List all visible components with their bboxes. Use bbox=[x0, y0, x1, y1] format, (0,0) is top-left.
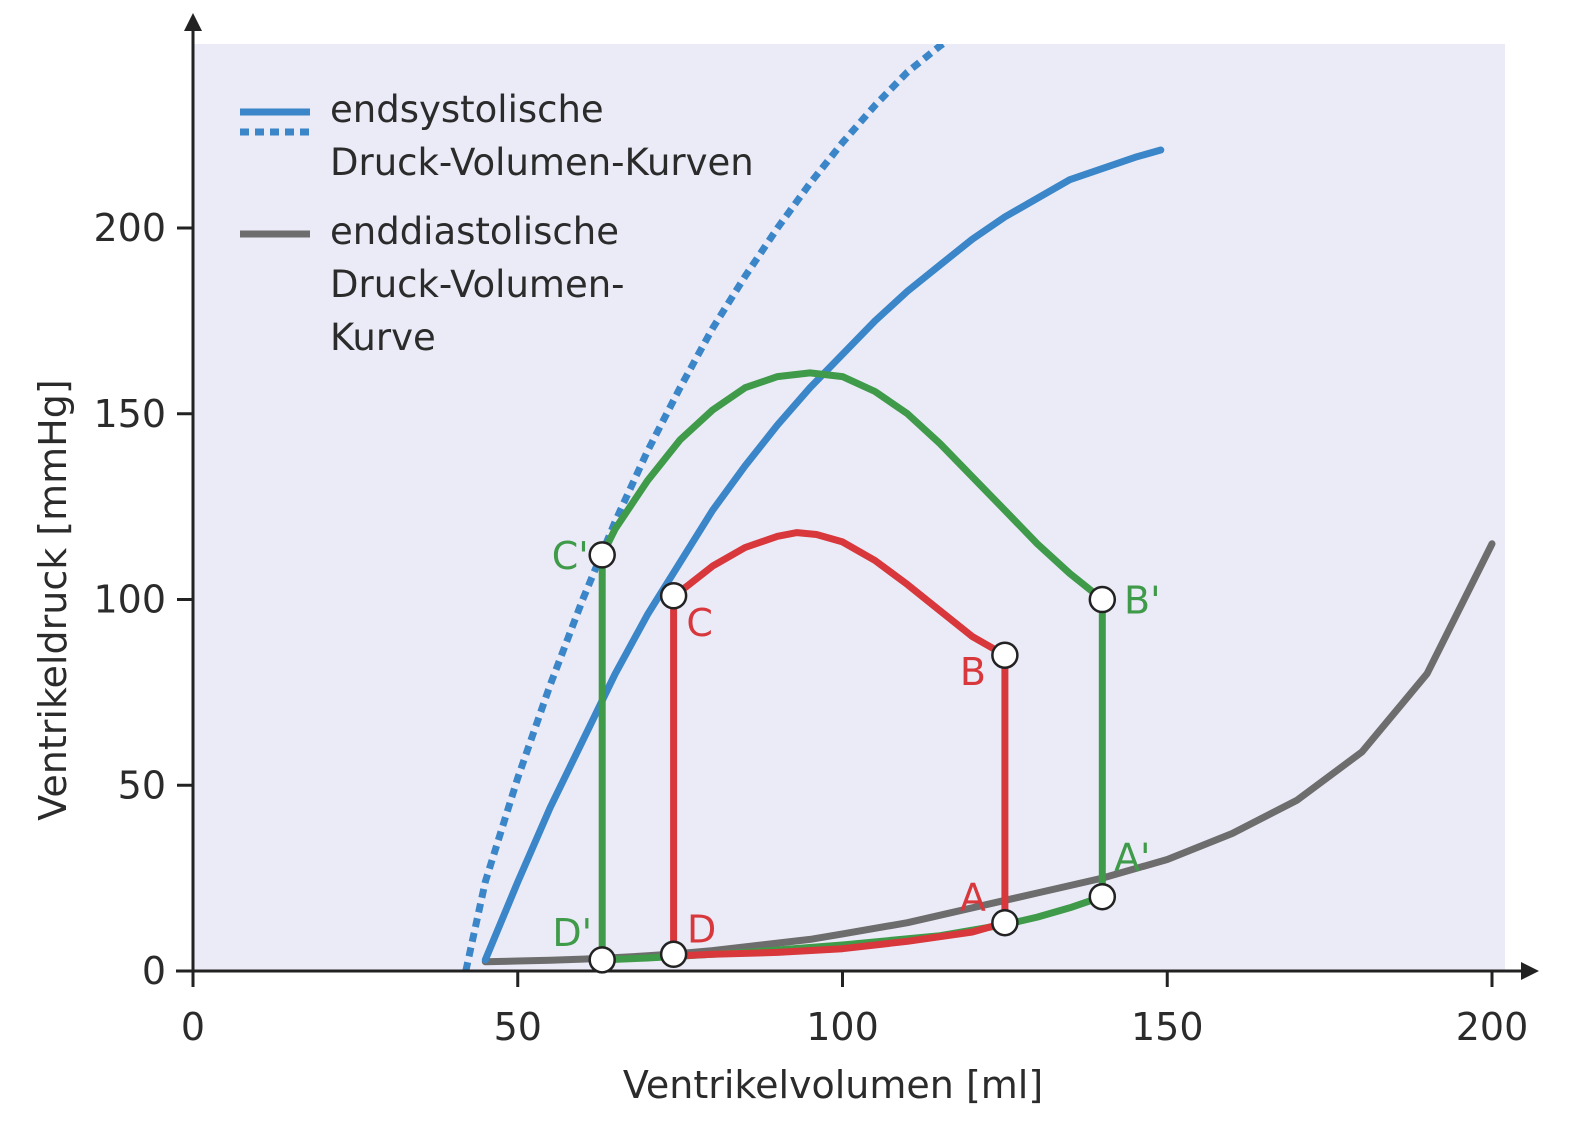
point-label: D bbox=[687, 907, 716, 951]
point-label: B bbox=[960, 650, 986, 694]
point-label: A' bbox=[1114, 836, 1150, 880]
point-marker bbox=[588, 946, 616, 974]
plot-background bbox=[193, 44, 1505, 971]
legend: endsystolische Druck-Volumen-Kurven enddia… bbox=[240, 88, 754, 359]
point-marker bbox=[991, 641, 1019, 669]
ticks-layer: 0 50 100 150 200 0 50 100 150 200 bbox=[93, 206, 1528, 1049]
points-layer: A B C D A' B' C' D' bbox=[552, 534, 1161, 974]
y-tick-label: 200 bbox=[93, 206, 166, 250]
y-tick-label: 150 bbox=[93, 392, 166, 436]
y-tick-label: 50 bbox=[118, 763, 166, 807]
point-label: D' bbox=[552, 911, 592, 955]
point-marker bbox=[659, 582, 688, 610]
point-label: B' bbox=[1124, 579, 1161, 623]
y-tick-label: 0 bbox=[142, 949, 166, 993]
legend-entry-text: endsystolische bbox=[330, 88, 604, 131]
x-tick-label: 50 bbox=[494, 1005, 542, 1049]
legend-entry-text: Kurve bbox=[330, 316, 436, 359]
point-marker bbox=[1088, 882, 1117, 911]
y-axis-label: Ventrikeldruck [mmHg] bbox=[31, 379, 75, 820]
legend-entry-text: Druck-Volumen-Kurven bbox=[330, 141, 754, 184]
point-label: A bbox=[960, 876, 986, 920]
x-tick-label: 100 bbox=[806, 1005, 879, 1049]
curve-loop-red bbox=[670, 529, 1009, 960]
curve-esp-dotted bbox=[462, 44, 950, 971]
point-marker bbox=[991, 908, 1019, 937]
x-axis-label: Ventrikelvolumen [ml] bbox=[623, 1063, 1043, 1107]
y-tick-label: 100 bbox=[93, 578, 166, 622]
x-tick-label: 0 bbox=[181, 1005, 205, 1049]
point-marker bbox=[588, 541, 616, 569]
x-tick-label: 200 bbox=[1456, 1005, 1529, 1049]
point-label: C' bbox=[552, 534, 589, 578]
legend-entry-text: enddiastolische bbox=[330, 210, 619, 253]
legend-entry-text: Druck-Volumen- bbox=[330, 263, 625, 306]
x-tick-label: 150 bbox=[1131, 1005, 1204, 1049]
point-marker bbox=[1088, 585, 1117, 614]
point-label: C bbox=[686, 601, 713, 645]
point-marker bbox=[659, 940, 688, 969]
